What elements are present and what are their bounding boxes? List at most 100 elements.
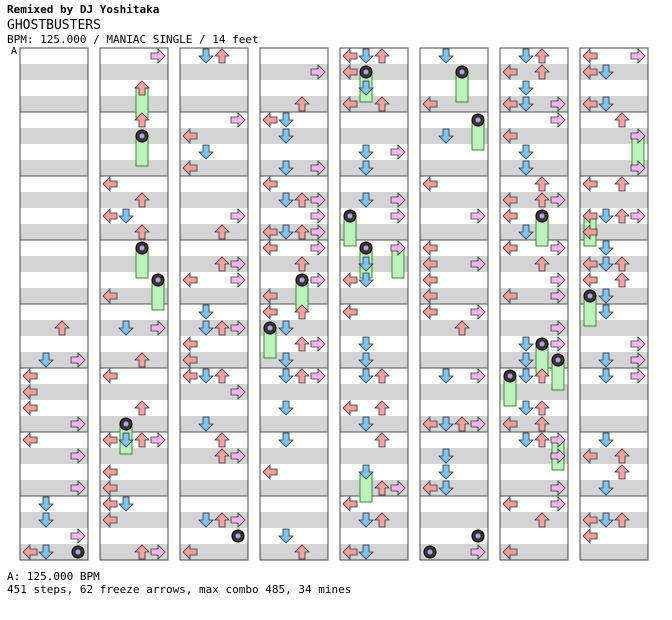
beat-stripe: [500, 112, 568, 128]
beat-stripe: [20, 96, 88, 112]
beat-stripe: [420, 528, 488, 544]
step-arrow-left: [582, 208, 598, 224]
step-arrow-down: [38, 496, 54, 512]
beat-stripe: [260, 352, 328, 368]
chart-column: [260, 48, 328, 560]
beat-stripe: [260, 48, 328, 64]
step-arrow-down: [438, 480, 454, 496]
beat-stripe: [20, 496, 88, 512]
beat-stripe: [260, 416, 328, 432]
step-arrow-left: [102, 208, 118, 224]
beat-stripe: [420, 112, 488, 128]
step-arrow-right: [630, 48, 646, 64]
step-arrow-down: [358, 192, 374, 208]
step-arrow-up: [534, 368, 550, 384]
step-arrow-right: [550, 432, 566, 448]
step-arrow-up: [374, 480, 390, 496]
beat-stripe: [420, 224, 488, 240]
beat-stripe: [340, 304, 408, 320]
step-arrow-right: [310, 224, 326, 240]
beat-stripe: [260, 544, 328, 560]
beat-stripe: [340, 272, 408, 288]
step-arrow-up: [214, 432, 230, 448]
beat-stripe: [340, 496, 408, 512]
beat-stripe: [260, 80, 328, 96]
beat-stripe: [260, 512, 328, 528]
beat-stripe: [260, 304, 328, 320]
step-arrow-up: [454, 416, 470, 432]
step-arrow-left: [22, 384, 38, 400]
step-arrow-left: [422, 256, 438, 272]
step-arrow-down: [598, 368, 614, 384]
step-arrow-left: [422, 416, 438, 432]
step-arrow-down: [518, 80, 534, 96]
step-arrow-down: [598, 240, 614, 256]
step-arrow-right: [550, 112, 566, 128]
step-arrow-left: [342, 304, 358, 320]
beat-stripe: [20, 432, 88, 448]
beat-stripe: [420, 80, 488, 96]
beat-stripe: [100, 160, 168, 176]
chart-meta: BPM: 125.000 / MANIAC SINGLE / 14 feet: [7, 33, 259, 46]
step-arrow-left: [22, 368, 38, 384]
beat-stripe: [420, 272, 488, 288]
step-arrow-up: [294, 336, 310, 352]
beat-stripe: [420, 384, 488, 400]
step-arrow-up: [374, 96, 390, 112]
step-arrow-down: [358, 144, 374, 160]
step-arrow-down: [598, 480, 614, 496]
beat-stripe: [500, 144, 568, 160]
beat-stripe: [580, 112, 648, 128]
step-arrow-down: [518, 432, 534, 448]
mine-core: [75, 549, 81, 555]
step-arrow-up: [294, 96, 310, 112]
step-arrow-left: [182, 272, 198, 288]
beat-stripe: [180, 176, 248, 192]
beat-stripe: [500, 336, 568, 352]
step-arrow-down: [278, 352, 294, 368]
step-arrow-up: [534, 512, 550, 528]
beat-stripe: [420, 432, 488, 448]
step-arrow-right: [310, 208, 326, 224]
beat-stripe: [20, 320, 88, 336]
beat-stripe: [20, 48, 88, 64]
step-arrow-right: [550, 496, 566, 512]
step-arrow-left: [502, 96, 518, 112]
step-arrow-left: [502, 208, 518, 224]
column-border: [419, 47, 489, 561]
step-arrow-right: [70, 416, 86, 432]
step-arrow-right: [630, 336, 646, 352]
beat-stripe: [260, 432, 328, 448]
column-border: [579, 47, 649, 561]
beat-stripe: [20, 80, 88, 96]
step-arrow-up: [614, 256, 630, 272]
beat-stripe: [420, 176, 488, 192]
beat-stripe: [180, 240, 248, 256]
step-arrow-down: [598, 256, 614, 272]
mine-core: [299, 277, 305, 283]
step-arrow-left: [22, 432, 38, 448]
beat-stripe: [20, 256, 88, 272]
step-arrow-down: [358, 80, 374, 96]
step-arrow-down: [518, 224, 534, 240]
column-border: [339, 47, 409, 561]
beat-stripe: [20, 352, 88, 368]
step-arrow-down: [518, 144, 534, 160]
step-arrow-up: [134, 192, 150, 208]
mine-core: [427, 549, 433, 555]
beat-stripe: [580, 208, 648, 224]
beat-stripe: [180, 464, 248, 480]
mine-core: [347, 213, 353, 219]
step-arrow-up: [614, 448, 630, 464]
beat-stripe: [580, 128, 648, 144]
step-arrow-right: [150, 544, 166, 560]
step-arrow-right: [230, 256, 246, 272]
beat-stripe: [340, 240, 408, 256]
beat-stripe: [180, 256, 248, 272]
chart-column: [580, 48, 648, 560]
step-arrow-left: [422, 304, 438, 320]
step-arrow-up: [214, 368, 230, 384]
beat-stripe: [180, 144, 248, 160]
step-arrow-left: [262, 112, 278, 128]
beat-stripe: [340, 160, 408, 176]
